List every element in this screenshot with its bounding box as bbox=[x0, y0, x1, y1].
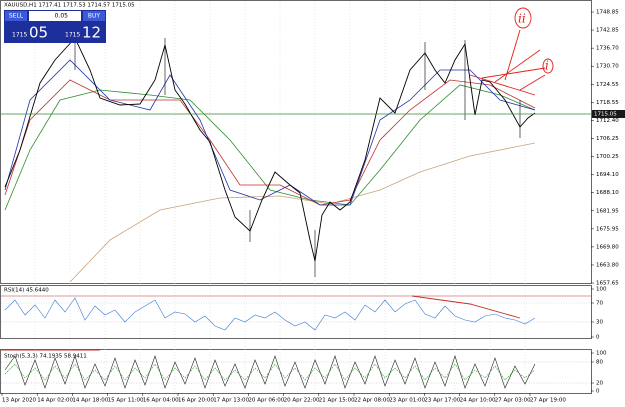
time-label: 22 Apr 08:00 bbox=[354, 398, 390, 404]
price-label: 1688.10 bbox=[596, 190, 619, 196]
price-label: 1742.85 bbox=[596, 28, 619, 34]
price-label: 1730.70 bbox=[596, 64, 619, 70]
buy-label: BUY bbox=[88, 13, 101, 20]
price-label: 1748.85 bbox=[596, 10, 619, 16]
time-label: 23 Apr 17:00 bbox=[424, 398, 460, 404]
sell-label: SELL bbox=[9, 13, 24, 20]
price-label: 1724.55 bbox=[596, 82, 619, 88]
rsi-divergence bbox=[411, 295, 521, 319]
time-label: 16 Apr 20:00 bbox=[178, 398, 214, 404]
ask-main: 1715 bbox=[65, 32, 80, 39]
bid-pips: 05 bbox=[29, 24, 48, 42]
time-label: 21 Apr 15:00 bbox=[319, 398, 355, 404]
price-label: 1700.25 bbox=[596, 154, 619, 160]
price-label: 1736.70 bbox=[596, 46, 619, 52]
time-label: 13 Apr 2020 bbox=[2, 398, 37, 404]
time-label: 20 Apr 06:00 bbox=[248, 398, 284, 404]
price-label: 1718.55 bbox=[596, 100, 619, 106]
stoch-main bbox=[4, 355, 536, 389]
rsi-label: RSI(14) 45.6440 bbox=[4, 288, 49, 294]
rsi-pane bbox=[0, 285, 592, 339]
time-label: 27 Apr 03:00 bbox=[495, 398, 531, 404]
price-label: 1669.80 bbox=[596, 244, 619, 250]
ma-long bbox=[69, 142, 536, 283]
main-pane bbox=[0, 0, 592, 284]
rsi-axis-label: 70 bbox=[596, 301, 603, 307]
rsi-levels bbox=[1, 302, 591, 323]
time-label: 15 Apr 11:00 bbox=[108, 398, 144, 404]
trade-panel: SELL 0.05 BUY 1715 05 1715 12 bbox=[4, 10, 106, 43]
stoch-pane bbox=[0, 349, 592, 394]
rsi-axis-label: 100 bbox=[596, 287, 607, 293]
price-label: 1663.80 bbox=[596, 262, 619, 268]
ma-mid bbox=[4, 84, 536, 211]
time-label: 14 Apr 02:00 bbox=[37, 398, 73, 404]
stoch-axis-label: 100 bbox=[596, 351, 607, 357]
rsi-axis-label: 0 bbox=[596, 335, 600, 341]
price-label: 1712.40 bbox=[596, 118, 619, 124]
current-price: 1715.05 bbox=[594, 112, 617, 118]
buy-button[interactable] bbox=[83, 11, 105, 21]
time-label: 24 Apr 10:00 bbox=[460, 398, 496, 404]
time-label: 16 Apr 04:00 bbox=[143, 398, 179, 404]
sell-button[interactable] bbox=[5, 11, 27, 21]
price-label: 1706.25 bbox=[596, 136, 619, 142]
price-label: 1681.95 bbox=[596, 208, 619, 214]
lot-input[interactable] bbox=[29, 11, 81, 21]
rsi-line bbox=[4, 297, 536, 331]
stoch-axis-label: 80 bbox=[596, 360, 603, 366]
price-label: 1657.65 bbox=[596, 281, 619, 287]
price-label: 1694.10 bbox=[596, 172, 619, 178]
time-label: 17 Apr 13:00 bbox=[213, 398, 249, 404]
candle-wicks bbox=[74, 28, 521, 277]
ma-short bbox=[4, 59, 536, 206]
price-tag bbox=[592, 110, 625, 118]
axes: 1748.85 1742.85 1736.70 1730.70 1724.55 1718.… bbox=[1, 10, 619, 404]
lot-value: 0.05 bbox=[55, 13, 69, 20]
stoch-axis-label: 20 bbox=[596, 381, 603, 387]
ma-fast bbox=[4, 79, 536, 206]
time-label: 27 Apr 19:00 bbox=[530, 398, 566, 404]
time-label: 14 Apr 18:00 bbox=[72, 398, 108, 404]
annotation: ii bbox=[518, 12, 526, 26]
hand-drawing bbox=[469, 7, 554, 96]
annotation: i bbox=[545, 59, 549, 73]
chart-header: XAUUSD,H1 1717.41 1717.53 1714.57 1715.0… bbox=[4, 3, 135, 9]
stoch-signal bbox=[4, 363, 536, 381]
price-label: 1675.95 bbox=[596, 226, 619, 232]
stoch-label: Stoch(5,3,3) 74.1935 58.9411 bbox=[4, 354, 87, 360]
time-label: 23 Apr 01:00 bbox=[389, 398, 425, 404]
bid-main: 1715 bbox=[12, 32, 27, 39]
ask-pips: 12 bbox=[82, 24, 101, 42]
price-path bbox=[4, 37, 536, 262]
stoch-levels bbox=[1, 361, 591, 384]
rsi-axis-label: 30 bbox=[596, 320, 603, 326]
stoch-axis-label: 0 bbox=[596, 389, 600, 395]
time-label: 20 Apr 22:00 bbox=[284, 398, 320, 404]
